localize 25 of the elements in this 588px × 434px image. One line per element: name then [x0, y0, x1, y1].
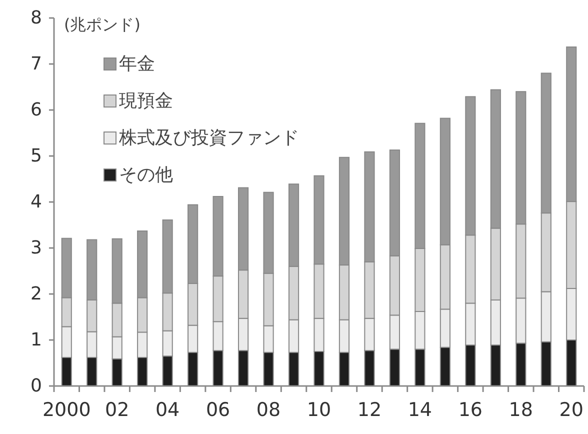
y-tick-label: 1 [30, 330, 42, 350]
x-tick-label: 12 [357, 399, 382, 421]
x-tick-label: 16 [458, 399, 483, 421]
y-tick-label: 8 [30, 8, 42, 28]
x-tick-label: 08 [256, 399, 281, 421]
y-tick-label: 6 [30, 100, 42, 120]
legend-label: 株式及び投資ファンド [118, 128, 299, 148]
x-tick-label: 04 [155, 399, 180, 421]
x-tick-label: 06 [206, 399, 230, 421]
legend-label: 年金 [119, 54, 155, 74]
y-tick-label: 5 [30, 146, 42, 166]
x-tick-label: 02 [105, 399, 130, 421]
y-tick-label: 0 [30, 376, 42, 396]
x-tick-label: 14 [408, 399, 432, 421]
y-tick-label: 2 [30, 284, 42, 304]
x-tick-label: 20 [559, 399, 584, 421]
y-tick-label: 7 [30, 54, 42, 74]
y-axis-title: (兆ポンド) [64, 15, 140, 34]
legend-label: 現預金 [119, 90, 173, 112]
legend-label: その他 [119, 164, 173, 186]
y-tick-label: 4 [30, 192, 42, 212]
y-tick-label: 3 [30, 238, 42, 258]
x-tick-label: 18 [508, 399, 533, 421]
x-tick-label: 2000 [42, 399, 91, 421]
x-tick-label: 10 [306, 399, 332, 421]
